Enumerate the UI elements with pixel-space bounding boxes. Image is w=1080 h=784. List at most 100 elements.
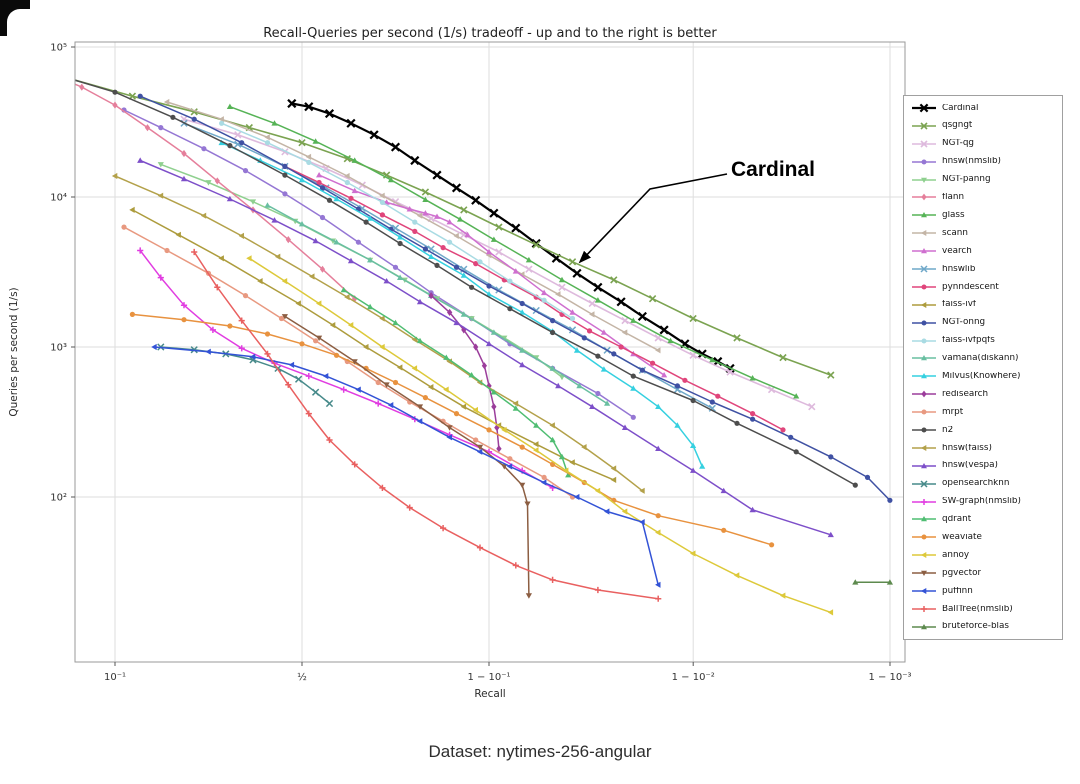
legend-label: qsgngt xyxy=(942,121,973,131)
legend-item: bruteforce-blas xyxy=(911,621,1055,633)
legend-item: hnsw(nmslib) xyxy=(911,156,1055,168)
legend-label: pynndescent xyxy=(942,282,999,292)
legend-label: opensearchknn xyxy=(942,479,1010,489)
series-NGT-onng xyxy=(137,93,893,503)
legend-marker-sample xyxy=(912,320,936,326)
grid xyxy=(75,42,905,662)
legend-marker-sample xyxy=(912,552,936,559)
legend-item: redisearch xyxy=(911,388,1055,400)
series-Cardinal xyxy=(287,98,735,373)
legend-marker-sample xyxy=(912,140,936,148)
legend-item: pgvector xyxy=(911,567,1055,579)
legend-label: qdrant xyxy=(942,515,972,524)
legend-label: hnsw(faiss) xyxy=(942,443,992,453)
legend-item: NGT-qg xyxy=(911,138,1055,150)
y-axis-label: Queries per second (1/s) xyxy=(8,287,20,417)
legend-item: Milvus(Knowhere) xyxy=(911,370,1055,382)
series-n2 xyxy=(75,79,858,488)
chart-canvas: 10⁻¹ ½ 1 − 10⁻¹ 1 − 10⁻² 1 − 10⁻³ 10⁵ 10⁴ 10³ 10… xyxy=(50,41,912,683)
legend-marker-sample xyxy=(912,212,936,218)
legend-item: NGT-panng xyxy=(911,174,1055,186)
legend-item: mrpt xyxy=(911,406,1055,418)
legend-label: weaviate xyxy=(942,532,982,542)
legend-item: pynndescent xyxy=(911,281,1055,293)
series-hnsw(faiss) xyxy=(111,172,645,494)
legend-marker-sample xyxy=(912,122,936,130)
legend-label: vamana(diskann) xyxy=(942,354,1019,363)
x-tick-label: 1 − 10⁻³ xyxy=(868,672,911,683)
legend-label: faiss-ivf xyxy=(942,300,977,310)
series-pgvector xyxy=(281,314,532,599)
legend-item: vamana(diskann) xyxy=(911,352,1055,364)
legend-item: hnswlib xyxy=(911,263,1055,275)
legend-label: BallTree(nmslib) xyxy=(942,604,1013,614)
legend-item: qdrant xyxy=(911,513,1055,525)
legend-marker-sample xyxy=(912,390,936,398)
series-glass xyxy=(226,103,800,399)
series-SW-graph(nmslib) xyxy=(137,247,556,491)
legend-label: hnswlib xyxy=(942,264,976,274)
legend-marker-sample xyxy=(912,284,936,290)
legend-item: vearch xyxy=(911,245,1055,257)
legend-marker-sample xyxy=(912,498,936,505)
legend-label: vearch xyxy=(942,246,972,256)
legend-label: hnsw(nmslib) xyxy=(942,157,1001,167)
legend-label: glass xyxy=(942,210,965,220)
legend-item: n2 xyxy=(911,424,1055,436)
legend-label: Milvus(Knowhere) xyxy=(942,371,1021,381)
legend-marker-sample xyxy=(912,605,936,612)
legend-marker-sample xyxy=(912,516,936,522)
legend-marker-sample xyxy=(912,462,936,469)
series-scann xyxy=(163,98,661,354)
x-tick-label: 10⁻¹ xyxy=(104,672,126,683)
x-axis-label: Recall xyxy=(474,688,506,700)
legend-label: n2 xyxy=(942,425,954,435)
series-qsgngt xyxy=(75,79,835,379)
legend-marker-sample xyxy=(912,265,936,273)
y-tick-label: 10³ xyxy=(50,343,67,354)
series-annoy xyxy=(246,255,834,616)
legend-item: flann xyxy=(911,191,1055,203)
legend-marker-sample xyxy=(912,194,936,201)
legend-marker-sample xyxy=(912,409,936,415)
series-BallTree(nmslib) xyxy=(191,248,662,602)
legend-marker-sample xyxy=(912,103,936,113)
series-bruteforce-blas xyxy=(852,579,893,585)
y-tick-label: 10² xyxy=(50,493,67,504)
series-Milvus(Knowhere) xyxy=(218,139,706,469)
legend-item: qsgngt xyxy=(911,120,1055,132)
legend-marker-sample xyxy=(912,355,936,361)
x-tick-label: ½ xyxy=(297,671,307,683)
legend-marker-sample xyxy=(912,373,936,379)
legend-marker-sample xyxy=(912,338,936,344)
x-tick-label: 1 − 10⁻² xyxy=(672,672,715,683)
legend-label: NGT-qg xyxy=(942,139,974,149)
legend-label: Cardinal xyxy=(942,103,979,113)
legend-item: faiss-ivfpqfs xyxy=(911,335,1055,347)
legend-marker-sample xyxy=(912,623,936,630)
series-vearch xyxy=(316,172,668,378)
annotation-arrow xyxy=(578,173,728,264)
legend: Cardinal qsgngt NGT-qg hnsw(nmslib) NGT-pann… xyxy=(903,95,1063,640)
legend-marker-sample xyxy=(912,480,936,488)
legend-marker-sample xyxy=(912,427,936,433)
legend-item: scann xyxy=(911,227,1055,239)
legend-marker-sample xyxy=(912,301,936,308)
legend-item: hnsw(faiss) xyxy=(911,442,1055,454)
series-puffinn xyxy=(151,343,661,588)
legend-label: SW-graph(nmslib) xyxy=(942,497,1021,506)
legend-item: annoy xyxy=(911,549,1055,561)
legend-marker-sample xyxy=(912,570,936,577)
y-tick-label: 10⁵ xyxy=(50,43,67,54)
legend-label: hnsw(vespa) xyxy=(942,461,998,471)
legend-label: NGT-onng xyxy=(942,318,986,328)
series-faiss-ivfpqfs xyxy=(219,120,576,322)
series-flann xyxy=(75,83,358,303)
annotation-cardinal-label: Cardinal xyxy=(731,158,816,181)
x-tick-label: 1 − 10⁻¹ xyxy=(467,672,510,683)
series-NGT-qg xyxy=(180,115,816,411)
legend-label: redisearch xyxy=(942,389,989,399)
legend-label: faiss-ivfpqfs xyxy=(942,336,995,345)
legend-item: glass xyxy=(911,209,1055,221)
